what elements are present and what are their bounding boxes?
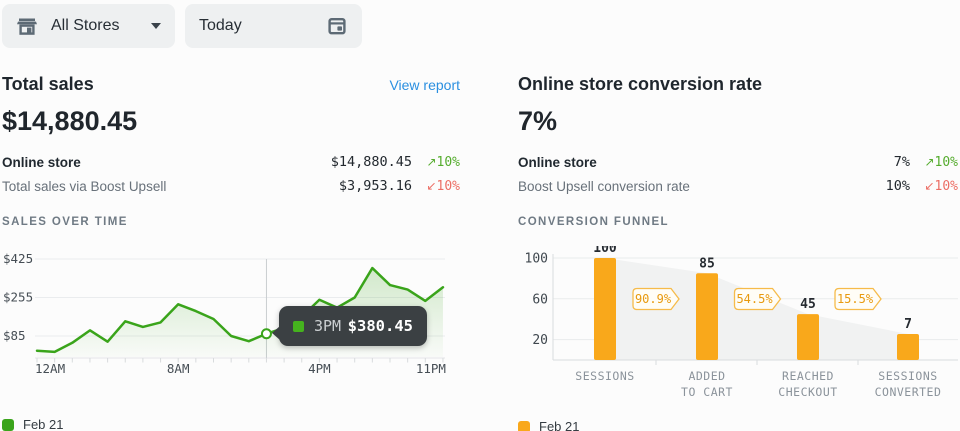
funnel-bar[interactable] [594, 258, 616, 360]
conversion-rate-badge [834, 287, 882, 311]
trend-down: ↙10% [426, 178, 460, 194]
svg-text:$425: $425 [3, 251, 33, 266]
arrow-up-icon: ↗ [426, 154, 437, 169]
legend-label: Feb 21 [23, 417, 64, 431]
metric-value: 7% [893, 154, 910, 170]
store-selector[interactable]: All Stores [2, 4, 175, 48]
conversion-rate-label: 90.9% [635, 292, 672, 306]
store-selector-label: All Stores [51, 17, 120, 34]
bar-value-label: 45 [800, 297, 816, 312]
total-sales-breakdown: Online store $14,880.45 ↗10% Total sales vi… [2, 150, 460, 198]
arrow-down-icon: ↙ [924, 178, 935, 193]
category-label: ADDED [688, 369, 725, 383]
arrow-up-icon: ↗ [924, 154, 935, 169]
category-label: SESSIONS [878, 369, 937, 383]
funnel-bar[interactable] [696, 273, 718, 360]
store-icon [17, 18, 37, 35]
svg-text:20: 20 [532, 333, 548, 348]
arrow-down-icon: ↙ [426, 178, 437, 193]
total-sales-value: $14,880.45 [2, 106, 138, 136]
conversion-rate-label: 15.5% [837, 292, 874, 306]
metric-row: Total sales via Boost Upsell $3,953.16 ↙10… [2, 174, 460, 198]
trend-up: ↗10% [426, 154, 460, 170]
svg-text:$255: $255 [3, 289, 33, 304]
svg-text:60: 60 [532, 292, 548, 307]
metric-row: Online store 7% ↗10% [518, 150, 958, 174]
total-sales-title: Total sales [2, 74, 94, 94]
sales-over-time-label: SALES OVER TIME [2, 216, 128, 228]
funnel-bar[interactable] [897, 333, 919, 360]
metric-value: $3,953.16 [338, 178, 412, 194]
metric-label: Online store [2, 154, 81, 170]
conversion-rate-title: Online store conversion rate [518, 74, 763, 94]
metric-value: 10% [885, 178, 910, 194]
tooltip-time: 3PM [314, 317, 342, 335]
trend-up: ↗10% [924, 154, 958, 170]
chevron-down-icon [151, 23, 161, 29]
conversion-rate-value: 7% [518, 106, 558, 136]
svg-text:$85: $85 [3, 328, 26, 343]
category-label: TO CART [681, 385, 733, 399]
filter-toolbar: All Stores Today [2, 4, 362, 48]
metric-label: Boost Upsell conversion rate [518, 178, 690, 194]
category-label: CHECKOUT [778, 385, 837, 399]
trend-down: ↙10% [924, 178, 958, 194]
conversion-rate-badge [733, 287, 782, 311]
svg-text:12AM: 12AM [35, 361, 65, 376]
sales-chart-legend: Feb 21 [2, 417, 460, 431]
tooltip-series-swatch [293, 320, 304, 332]
bar-value-label: 7 [904, 317, 912, 332]
legend-swatch-green [2, 418, 14, 431]
metric-row: Boost Upsell conversion rate 10% ↙10% [518, 174, 958, 198]
hover-point-marker [260, 328, 272, 340]
bar-value-label: 100 [593, 246, 617, 256]
metric-label: Total sales via Boost Upsell [2, 178, 167, 194]
funnel-chart-legend: Feb 21 [518, 419, 958, 431]
metric-row: Online store $14,880.45 ↗10% [2, 150, 460, 174]
sales-line-series [35, 266, 445, 354]
funnel-bar[interactable] [797, 314, 819, 360]
metric-label: Online store [518, 154, 597, 170]
conversion-breakdown: Online store 7% ↗10% Boost Upsell conversio… [518, 150, 958, 198]
category-label: CONVERTED [875, 385, 942, 399]
svg-text:8AM: 8AM [167, 361, 190, 376]
legend-label: Feb 21 [539, 419, 580, 431]
sales-over-time-chart[interactable]: $425 $255 $85 12AM 8AM 4PM 11PM 3PM $380.45 [2, 246, 460, 385]
date-selector-label: Today [199, 17, 242, 34]
bar-value-label: 85 [699, 256, 715, 271]
category-label: REACHED [782, 369, 834, 383]
funnel-bar-chart-svg: 100 60 20 100 SESSIONS 85 ADDED TO CART 45 REACHE… [525, 241, 958, 399]
view-report-link[interactable]: View report [389, 77, 460, 93]
chart-tooltip: 3PM $380.45 [272, 306, 427, 346]
conversion-rate-badge [632, 287, 680, 311]
svg-text:4PM: 4PM [308, 361, 331, 376]
svg-text:11PM: 11PM [416, 361, 446, 376]
conversion-funnel-label: CONVERSION FUNNEL [518, 216, 669, 228]
conversion-rate-label: 54.5% [736, 292, 773, 306]
date-selector[interactable]: Today [185, 4, 362, 48]
category-label: SESSIONS [575, 369, 634, 383]
conversion-rate-panel: Online store conversion rate 7% Online s… [518, 74, 958, 431]
legend-swatch-orange [518, 420, 530, 431]
metric-value: $14,880.45 [330, 154, 412, 170]
svg-text:100: 100 [525, 252, 548, 267]
total-sales-panel: Total sales View report $14,880.45 Onlin… [2, 74, 460, 431]
tooltip-value: $380.45 [347, 317, 413, 335]
conversion-funnel-chart[interactable]: 100 60 20 100 SESSIONS 85 ADDED TO CART 45 REACHE… [518, 241, 958, 411]
calendar-icon [328, 17, 346, 35]
